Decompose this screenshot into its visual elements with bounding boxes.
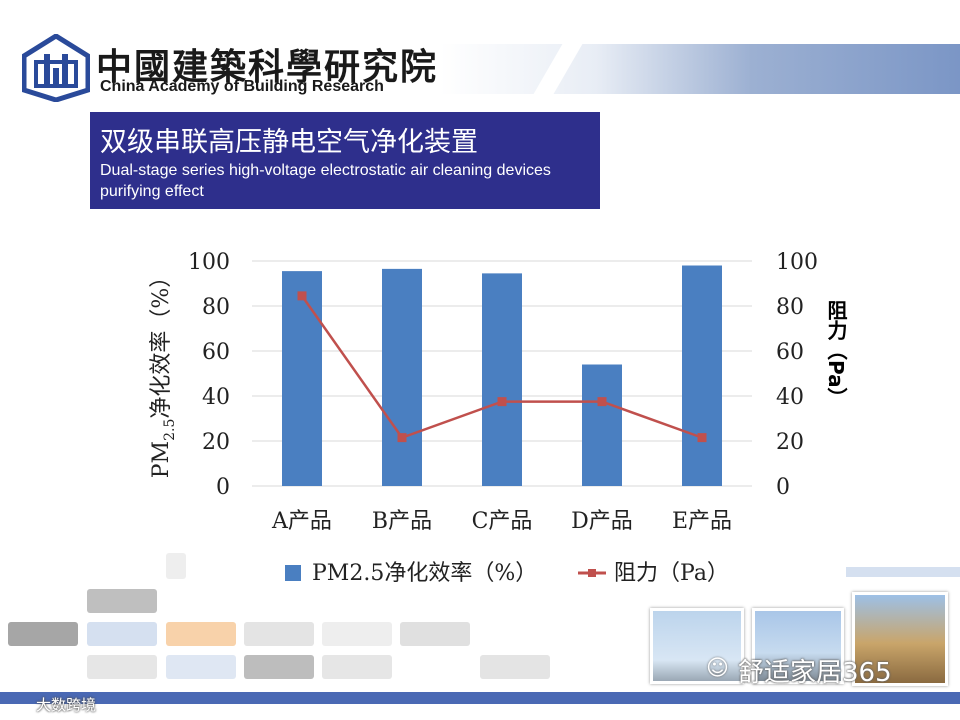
- deco-stripe: [846, 567, 960, 577]
- line-series: [297, 291, 707, 443]
- right-tick-label: 0: [776, 475, 790, 500]
- left-axis-label-rest: 净化效率（%）: [149, 266, 174, 419]
- category-labels: A产品 B产品 C产品 D产品 E产品: [271, 509, 732, 534]
- academy-logo-icon: [22, 34, 90, 102]
- bar-pm25: [582, 364, 622, 486]
- resistance-point: [297, 291, 307, 301]
- deco-block: [166, 655, 236, 679]
- slide-title-box: 双级串联高压静电空气净化装置 Dual-stage series high-vo…: [90, 112, 600, 209]
- deco-block: [244, 655, 314, 679]
- left-axis-ticks: 0 20 40 60 80 100: [188, 250, 230, 500]
- left-tick-label: 100: [188, 250, 230, 275]
- construction-photo-1: [650, 608, 744, 684]
- slide-title-cn: 双级串联高压静电空气净化装置: [100, 127, 478, 158]
- deco-block: [87, 622, 157, 646]
- bottom-band: [0, 692, 960, 704]
- watermark-bottom-right: 舒适家居365: [738, 658, 892, 688]
- right-tick-label: 80: [776, 295, 804, 320]
- right-tick-label: 100: [776, 250, 818, 275]
- bar-pm25: [682, 265, 722, 486]
- category-label: B产品: [372, 509, 432, 534]
- deco-block: [166, 553, 186, 579]
- bar-pm25: [482, 273, 522, 486]
- category-label: C产品: [472, 509, 533, 534]
- legend-line-marker: [588, 569, 596, 577]
- category-label: A产品: [271, 509, 332, 534]
- right-tick-label: 60: [776, 340, 804, 365]
- bar-pm25: [282, 271, 322, 486]
- construction-photo-3: [852, 592, 948, 686]
- left-tick-label: 80: [202, 295, 230, 320]
- left-axis-label: PM2.5净化效率（%）: [149, 266, 178, 479]
- deco-block: [322, 622, 392, 646]
- wechat-icon: ☺: [706, 656, 729, 681]
- bars: [282, 265, 722, 486]
- org-name-en: China Academy of Building Research: [100, 78, 384, 95]
- left-tick-label: 20: [202, 430, 230, 455]
- category-label: D产品: [571, 509, 633, 534]
- bar-pm25: [382, 268, 422, 486]
- deco-block: [322, 655, 392, 679]
- deco-block: [244, 622, 314, 646]
- right-axis-label: 阻力（Pa）: [824, 300, 848, 408]
- left-tick-label: 0: [216, 475, 230, 500]
- right-axis-ticks: 0 20 40 60 80 100: [776, 250, 818, 500]
- org-name-cn: 中國建築科學研究院: [96, 46, 439, 88]
- deco-block: [87, 655, 157, 679]
- deco-block: [8, 622, 78, 646]
- deco-block: [87, 589, 157, 613]
- resistance-point: [597, 397, 607, 407]
- header-band: [440, 44, 960, 94]
- resistance-point: [497, 397, 507, 407]
- deco-block: [400, 622, 470, 646]
- legend-bar-swatch: [285, 565, 301, 581]
- legend-line-label: 阻力（Pa）: [614, 561, 729, 586]
- slide-title-en: Dual-stage series high-voltage electrost…: [100, 162, 551, 200]
- deco-block: [166, 622, 236, 646]
- construction-photo-2: [752, 608, 844, 684]
- left-tick-label: 60: [202, 340, 230, 365]
- deco-block: [480, 655, 550, 679]
- left-axis-label-main: PM: [149, 441, 174, 478]
- left-tick-label: 40: [202, 385, 230, 410]
- resistance-point: [697, 433, 707, 443]
- resistance-point: [397, 433, 407, 443]
- legend-bar-label: PM2.5净化效率（%）: [312, 561, 537, 586]
- right-tick-label: 20: [776, 430, 804, 455]
- watermark-bottom-left: 大数跨境: [36, 696, 97, 714]
- legend: PM2.5净化效率（%） 阻力（Pa）: [285, 561, 729, 586]
- left-axis-label-sub: 2.5: [162, 419, 178, 441]
- category-label: E产品: [672, 509, 732, 534]
- right-tick-label: 40: [776, 385, 804, 410]
